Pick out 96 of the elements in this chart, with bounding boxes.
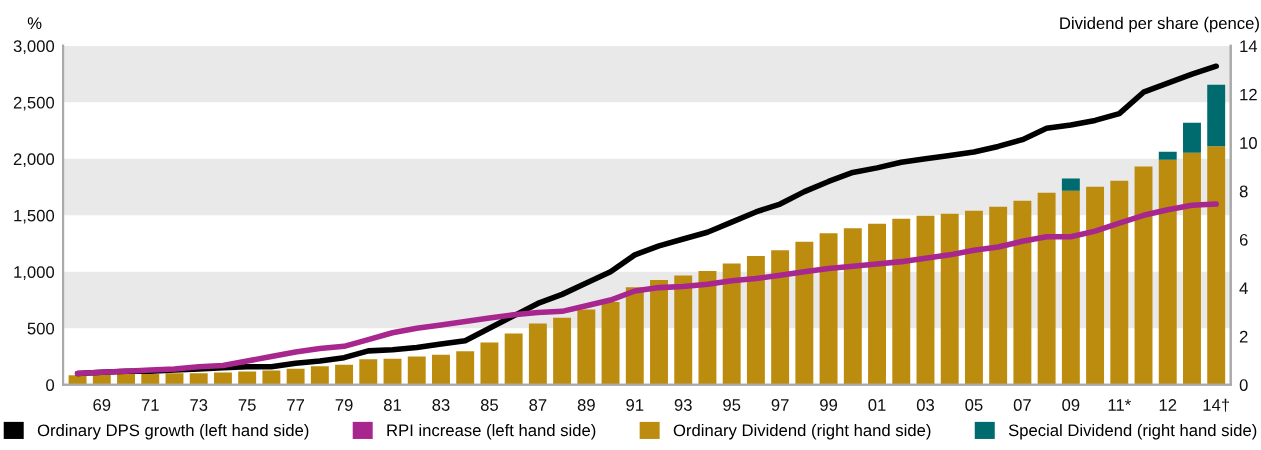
y-tick-label: 1,000 (14, 266, 55, 280)
x-tick-label: 99 (820, 399, 838, 411)
y2-tick-label: 12 (1240, 88, 1257, 101)
x-tick-label: 09 (1062, 399, 1080, 411)
x-tick-label: 07 (1013, 399, 1031, 411)
bar (310, 366, 329, 385)
x-tick-label: 77 (287, 399, 305, 411)
y-tick-label: 0 (46, 379, 55, 391)
bar (117, 374, 135, 385)
x-tick-label: 14† (1203, 398, 1229, 412)
bar (674, 275, 693, 385)
x-tick-label: 11* (1108, 399, 1131, 411)
bar (989, 206, 1008, 385)
bar (1086, 186, 1105, 385)
x-tick-label: 89 (577, 399, 595, 411)
x-tick-label: 71 (141, 399, 159, 411)
x-tick-label: 97 (771, 399, 789, 411)
bar (892, 218, 911, 385)
y2-axis-title: Dividend per share (pence) (1060, 16, 1259, 33)
x-tick-label: 75 (238, 399, 256, 411)
bar (359, 359, 378, 385)
bar (286, 368, 305, 385)
bar (1207, 84, 1226, 147)
bar (601, 301, 620, 385)
y2-tick-label: 8 (1239, 185, 1248, 198)
y-tick-label: 500 (27, 322, 55, 335)
bar (843, 228, 862, 385)
y2-tick-label: 6 (1239, 233, 1248, 246)
bar (528, 323, 547, 385)
bar (819, 233, 838, 385)
bar (1158, 151, 1177, 160)
bar (141, 374, 160, 385)
y-tick-label: 3,000 (13, 40, 55, 55)
bar (964, 210, 983, 385)
bar (1061, 190, 1080, 385)
bar (480, 342, 499, 385)
bar (771, 250, 790, 385)
bar (213, 372, 232, 385)
legend-label: Ordinary DPS growth (left hand side) (37, 423, 309, 440)
legend-label: RPI increase (left hand side) (387, 423, 596, 440)
bar (553, 317, 572, 385)
bar (92, 374, 111, 385)
bar (432, 354, 450, 385)
y2-tick-label: 4 (1239, 282, 1248, 294)
y2-tick-label: 10 (1240, 137, 1257, 149)
x-tick-label: 95 (723, 399, 741, 411)
bar (1037, 192, 1056, 385)
x-tick-label: 93 (674, 399, 692, 411)
bar (189, 373, 208, 385)
bar (335, 364, 354, 385)
x-tick-label: 81 (383, 399, 401, 411)
legend-label: Special Dividend (right hand side) (1008, 423, 1257, 440)
bar (1061, 178, 1080, 191)
bar (650, 279, 668, 385)
y-tick-label: 2,000 (13, 153, 55, 168)
bar (407, 356, 426, 385)
bar (504, 333, 523, 385)
bar (868, 223, 886, 385)
x-tick-label: 69 (93, 399, 111, 411)
bar (238, 371, 257, 385)
bar (456, 351, 475, 385)
bar (698, 270, 717, 385)
bar (1183, 152, 1201, 385)
x-tick-label: 83 (432, 399, 450, 411)
y-tick-label: 2,500 (13, 96, 55, 111)
x-tick-label: 73 (190, 399, 208, 411)
x-tick-label: 03 (916, 399, 935, 411)
x-tick-label: 79 (335, 399, 353, 411)
bar (383, 358, 402, 385)
bar (940, 213, 959, 385)
y-axis-title: % (27, 17, 42, 29)
x-tick-label: 85 (480, 399, 498, 411)
x-tick-label: 05 (965, 399, 983, 411)
x-tick-label: 01 (868, 399, 886, 411)
bar (722, 263, 741, 385)
legend-label: Ordinary Dividend (right hand side) (673, 423, 931, 440)
y2-tick-label: 2 (1239, 330, 1248, 343)
y2-tick-label: 0 (1239, 379, 1248, 391)
bar (165, 373, 184, 385)
y-tick-label: 1,500 (14, 209, 55, 224)
bar (795, 241, 814, 385)
bar (1207, 146, 1226, 385)
y2-tick-label: 14 (1240, 40, 1258, 52)
bar (1110, 180, 1129, 385)
bar (1158, 159, 1177, 385)
x-tick-label: 12 (1159, 399, 1177, 411)
bar (625, 287, 644, 385)
bar (1183, 122, 1201, 153)
bar (262, 370, 281, 385)
bar (577, 309, 596, 385)
bar (916, 215, 935, 385)
bar (746, 255, 765, 385)
bar (1013, 200, 1032, 385)
x-tick-label: 91 (626, 399, 644, 411)
bar (1134, 166, 1153, 385)
x-tick-label: 87 (529, 399, 547, 411)
